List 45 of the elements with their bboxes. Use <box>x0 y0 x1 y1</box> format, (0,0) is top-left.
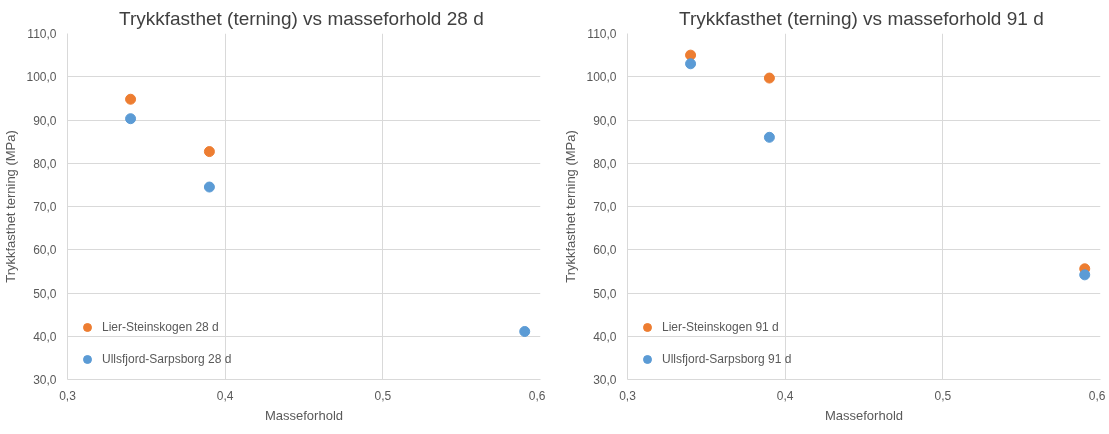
y-tick-label: 110,0 <box>587 27 617 41</box>
x-tick-label: 0,3 <box>59 388 77 403</box>
y-tick-label: 40,0 <box>33 329 57 344</box>
y-tick-label: 60,0 <box>33 243 57 258</box>
y-tick-label: 100,0 <box>586 70 617 85</box>
x-tick-label: 0,4 <box>776 388 794 403</box>
y-tick-label: 90,0 <box>593 113 617 128</box>
x-axis-title: Masseforhold <box>824 407 904 423</box>
legend-label: Lier-Steinskogen 91 d <box>662 320 779 334</box>
y-tick-label: 50,0 <box>33 286 57 301</box>
point <box>763 131 775 143</box>
point <box>519 326 531 337</box>
x-tick-label: 0,6 <box>1088 388 1106 403</box>
y-axis-title: Trykkfasthet terning (MPa) <box>3 130 19 283</box>
y-tick-label: 70,0 <box>593 200 617 214</box>
y-tick-label: 70,0 <box>33 200 57 214</box>
point <box>125 93 137 105</box>
legend-label: Ullsfjord-Sarpsborg 91 d <box>662 352 792 366</box>
x-tick-label: 0,5 <box>374 388 392 403</box>
y-tick-label: 30,0 <box>593 373 617 387</box>
point <box>685 58 697 70</box>
legend-label: Lier-Steinskogen 28 d <box>102 320 219 334</box>
point <box>125 113 137 125</box>
y-tick-label: 80,0 <box>33 156 57 171</box>
point <box>1079 269 1091 281</box>
y-tick-label: 90,0 <box>33 113 57 128</box>
point <box>203 181 215 193</box>
x-tick-label: 0,6 <box>528 388 546 403</box>
y-axis-title: Trykkfasthet terning (MPa) <box>563 130 579 283</box>
y-tick-label: 30,0 <box>33 373 57 387</box>
y-tick-label: 110,0 <box>27 27 57 41</box>
x-tick-label: 0,4 <box>216 388 234 403</box>
y-tick-label: 80,0 <box>593 156 617 171</box>
y-tick-label: 40,0 <box>593 329 617 344</box>
y-tick-label: 50,0 <box>593 286 617 301</box>
chart-title: Trykkfasthet (terning) vs masseforhold 91 d <box>679 7 1044 29</box>
point <box>203 146 215 158</box>
y-tick-label: 100,0 <box>26 70 57 85</box>
y-tick-label: 60,0 <box>593 243 617 258</box>
x-axis-title: Masseforhold <box>264 407 344 423</box>
x-tick-label: 0,5 <box>934 388 952 403</box>
x-tick-label: 0,3 <box>619 388 637 403</box>
point <box>763 72 775 84</box>
legend-label: Ullsfjord-Sarpsborg 28 d <box>102 352 232 366</box>
chart-title: Trykkfasthet (terning) vs masseforhold 28 d <box>119 7 484 29</box>
